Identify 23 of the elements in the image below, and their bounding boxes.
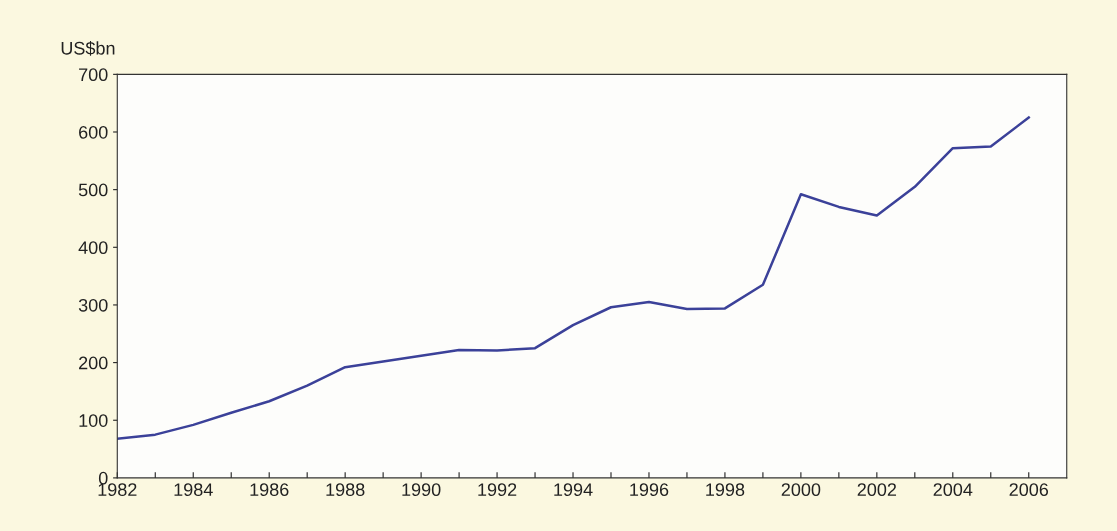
x-tick-label: 2004 [933, 483, 973, 497]
y-tick-label: 300 [78, 298, 108, 312]
x-tick-label: 1994 [554, 483, 593, 497]
y-tick-label: 700 [79, 68, 108, 82]
y-tick-label: 500 [78, 183, 108, 197]
y-tick-label: 200 [79, 356, 108, 370]
y-tick-label: 100 [79, 414, 108, 427]
y-tick-label: 0 [98, 471, 108, 485]
y-axis-title: US$bn [61, 41, 115, 56]
y-tick-label: 600 [79, 125, 108, 139]
line-series [117, 116, 1031, 440]
x-tick-label: 2002 [857, 483, 897, 497]
x-tick-label: 2006 [1009, 483, 1049, 497]
x-tick-label: 1996 [630, 483, 669, 497]
x-tick-label: 1982 [98, 483, 137, 497]
y-tick-label: 400 [78, 241, 108, 255]
x-tick-label: 1988 [326, 483, 365, 497]
x-tick-label: 1984 [174, 483, 213, 497]
x-tick-label: 1998 [706, 483, 745, 497]
x-tick-label: 1992 [478, 483, 517, 497]
x-tick-label: 2000 [781, 483, 821, 497]
x-tick-label: 1990 [402, 483, 441, 497]
x-tick-label: 1986 [250, 483, 289, 497]
